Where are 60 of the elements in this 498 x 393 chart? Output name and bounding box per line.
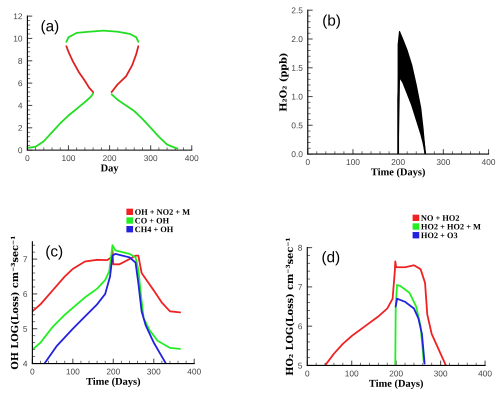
x-tick-label: 200	[392, 159, 405, 166]
x-tick-label: 200	[106, 368, 120, 375]
x-tick-label: 100	[345, 370, 358, 376]
x-tick-label: 100	[66, 368, 80, 375]
y-tick-label: 12	[14, 13, 22, 20]
x-tick-label: 0	[305, 370, 310, 376]
y-tick-label: 1.0	[292, 94, 303, 100]
x-axis-title: Time (Days)	[371, 168, 425, 178]
x-tick-label: 300	[436, 159, 450, 166]
annotation: (a)	[41, 20, 58, 34]
x-axis-title: Time (Days)	[86, 378, 140, 388]
x-tick-label: 0	[306, 159, 310, 166]
y-tick-label: 4	[23, 360, 28, 367]
y-tick-label: 7	[298, 284, 302, 290]
x-tick-label: 0	[30, 368, 34, 375]
line-series	[32, 244, 181, 351]
y-tick-label: 5	[23, 326, 28, 332]
x-tick-label: 400	[478, 370, 492, 376]
x-axis-title: Time (Days)	[369, 380, 423, 389]
x-tick-label: 400	[482, 159, 496, 166]
y-tick-label: 0	[18, 147, 22, 154]
x-tick-label: 400	[184, 155, 198, 162]
x-tick-label: 300	[144, 155, 158, 162]
y-tick-label: 6	[18, 80, 22, 86]
y-tick-label: 7	[23, 256, 28, 262]
legend-label: HO2 + O3	[421, 232, 458, 238]
x-tick-label: 100	[346, 159, 360, 166]
y-tick-label: 2.0	[292, 36, 303, 42]
annotation: (c)	[46, 245, 62, 260]
y-axis-title: H₂O₂ (ppb)	[279, 53, 289, 112]
x-tick-label: 300	[434, 370, 448, 376]
y-tick-label: 8	[298, 244, 302, 251]
y-axis-title: OH LOG(Loss) cm⁻³sec⁻¹	[10, 236, 20, 370]
y-tick-label: 1.5	[292, 65, 303, 71]
legend-label: OH + NO2 + M	[135, 209, 190, 215]
line-series	[394, 298, 426, 364]
x-tick-label: 100	[62, 155, 76, 162]
legend-label: NO + HO2	[421, 215, 460, 221]
annotation: (d)	[322, 251, 340, 266]
y-tick-label: 5	[298, 362, 302, 369]
x-tick-label: 200	[103, 155, 116, 162]
x-tick-label: 400	[187, 368, 201, 375]
y-tick-label: 2	[18, 124, 22, 131]
y-tick-label: 4	[18, 102, 22, 108]
legend-label: CO + OH	[135, 218, 169, 224]
y-axis-title: HO₂ LOG(Loss) cm⁻³sec⁻¹	[286, 238, 294, 376]
y-tick-label: 0.0	[292, 151, 303, 158]
legend-label: CH4 + OH	[135, 226, 174, 232]
y-tick-label: 6	[298, 323, 302, 330]
y-tick-label: 8	[18, 58, 22, 64]
line-series	[394, 284, 425, 366]
y-tick-label: 2.5	[292, 7, 303, 14]
annotation: (b)	[323, 14, 340, 29]
x-tick-label: 200	[390, 370, 403, 376]
x-axis-title: Day	[100, 164, 118, 174]
legend-label: HO2 + HO2 + M	[421, 224, 481, 230]
x-tick-label: 300	[147, 368, 160, 375]
y-tick-label: 0.5	[292, 122, 303, 128]
y-tick-label: 10	[14, 36, 22, 42]
y-tick-label: 6	[23, 291, 28, 298]
